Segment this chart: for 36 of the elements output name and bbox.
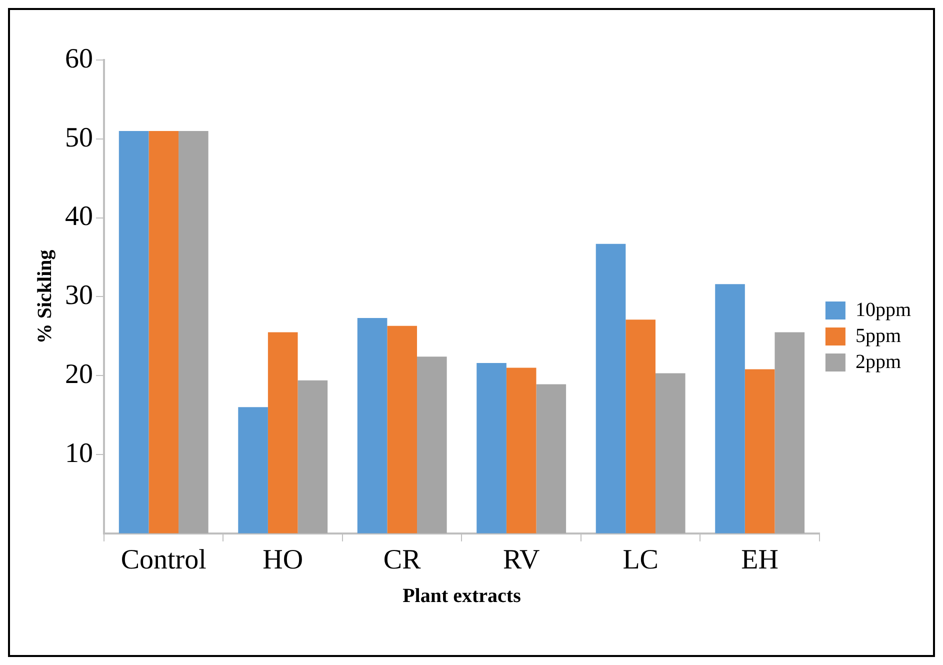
bar (774, 332, 805, 534)
x-tick-label: HO (262, 544, 304, 576)
x-axis-title: Plant extracts (402, 585, 522, 608)
bar (357, 318, 388, 534)
y-tick-label: 50 (65, 122, 93, 154)
x-tick-label: CR (383, 544, 422, 576)
bar (744, 369, 775, 534)
y-tick-label: 30 (65, 280, 93, 312)
bar (387, 326, 418, 534)
x-tick-label: EH (741, 544, 778, 576)
x-tick-label: LC (622, 544, 658, 576)
y-tick-label: 60 (65, 43, 93, 74)
bar (506, 368, 536, 534)
x-tick-label: Control (120, 544, 207, 576)
bar (626, 320, 656, 534)
bar (268, 332, 298, 534)
chart-frame: Plant extracts % Sickling 10ppm 5ppm 2ppm Control HO CR RV LC EH 10 20 30 40 50 60 (8, 8, 935, 657)
y-tick-label: 10 (65, 438, 93, 469)
x-tick-label: RV (503, 544, 540, 576)
y-tick-label: 20 (65, 358, 93, 390)
bar (178, 131, 208, 534)
bar (715, 284, 745, 534)
y-axis-title: % Sickling (34, 250, 56, 344)
bar (417, 356, 447, 534)
bar (238, 407, 268, 534)
legend-label: 2ppm (855, 350, 902, 373)
bar (536, 384, 566, 534)
bar (596, 244, 626, 534)
bar (298, 380, 328, 534)
y-tick-label: 40 (65, 201, 93, 232)
bar (655, 373, 686, 534)
legend-label: 5ppm (855, 324, 902, 347)
legend-label: 10ppm (855, 298, 912, 321)
bar (476, 362, 506, 534)
bar (118, 131, 149, 534)
bar (148, 131, 179, 534)
